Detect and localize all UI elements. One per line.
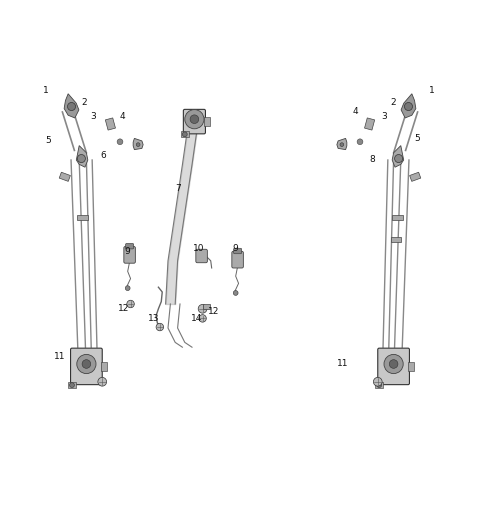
Text: 12: 12 xyxy=(118,304,130,313)
Text: 11: 11 xyxy=(54,352,66,361)
FancyBboxPatch shape xyxy=(71,348,102,385)
Text: 14: 14 xyxy=(191,314,203,323)
Circle shape xyxy=(340,143,344,146)
FancyBboxPatch shape xyxy=(126,244,133,249)
Bar xyxy=(391,237,401,242)
Circle shape xyxy=(395,155,403,163)
Text: 10: 10 xyxy=(193,244,205,253)
Circle shape xyxy=(127,300,134,308)
Bar xyxy=(408,361,414,371)
Circle shape xyxy=(70,383,74,388)
Text: 4: 4 xyxy=(120,112,125,121)
Text: 9: 9 xyxy=(124,247,130,255)
Bar xyxy=(181,131,189,137)
Text: 6: 6 xyxy=(100,151,106,160)
Circle shape xyxy=(373,377,382,386)
Circle shape xyxy=(389,359,398,368)
Polygon shape xyxy=(133,138,143,150)
Text: 13: 13 xyxy=(148,314,159,323)
Text: 12: 12 xyxy=(208,307,219,316)
Bar xyxy=(204,117,210,126)
Polygon shape xyxy=(337,138,347,150)
Text: 4: 4 xyxy=(352,108,358,117)
Text: 7: 7 xyxy=(175,184,180,194)
FancyBboxPatch shape xyxy=(232,251,243,268)
Text: 8: 8 xyxy=(369,156,375,164)
FancyBboxPatch shape xyxy=(234,248,241,254)
Text: 11: 11 xyxy=(337,359,349,369)
Text: 5: 5 xyxy=(415,134,420,143)
Circle shape xyxy=(117,139,123,144)
Bar xyxy=(392,215,403,220)
Circle shape xyxy=(82,359,91,368)
Circle shape xyxy=(77,155,85,163)
Bar xyxy=(105,118,116,130)
FancyBboxPatch shape xyxy=(124,246,135,263)
Circle shape xyxy=(77,354,96,374)
Text: 2: 2 xyxy=(391,98,396,107)
Polygon shape xyxy=(76,145,88,167)
Text: 3: 3 xyxy=(91,112,96,121)
Bar xyxy=(77,215,88,220)
Circle shape xyxy=(68,102,75,111)
Circle shape xyxy=(384,354,403,374)
Bar xyxy=(203,304,210,309)
FancyBboxPatch shape xyxy=(183,110,205,134)
Circle shape xyxy=(198,305,207,313)
Circle shape xyxy=(199,315,206,322)
FancyBboxPatch shape xyxy=(378,348,409,385)
Bar xyxy=(409,172,421,181)
Circle shape xyxy=(233,290,238,295)
Polygon shape xyxy=(392,145,404,167)
Circle shape xyxy=(156,323,164,331)
Circle shape xyxy=(98,377,107,386)
Circle shape xyxy=(125,286,130,291)
Text: 1: 1 xyxy=(429,86,435,95)
Bar xyxy=(101,361,107,371)
Circle shape xyxy=(136,143,140,146)
Text: 1: 1 xyxy=(43,86,48,95)
Bar xyxy=(375,382,383,388)
Text: 2: 2 xyxy=(81,98,87,107)
FancyBboxPatch shape xyxy=(196,249,207,263)
Text: 5: 5 xyxy=(45,136,51,145)
Bar xyxy=(59,172,71,181)
Circle shape xyxy=(182,132,187,137)
Bar xyxy=(68,382,76,388)
Circle shape xyxy=(190,115,199,123)
Polygon shape xyxy=(64,94,79,118)
Circle shape xyxy=(377,383,382,388)
Circle shape xyxy=(405,102,412,111)
Text: 3: 3 xyxy=(381,112,387,121)
Text: 9: 9 xyxy=(232,244,238,253)
Circle shape xyxy=(185,110,204,129)
Bar xyxy=(364,118,375,130)
Circle shape xyxy=(357,139,363,144)
Polygon shape xyxy=(401,94,416,118)
